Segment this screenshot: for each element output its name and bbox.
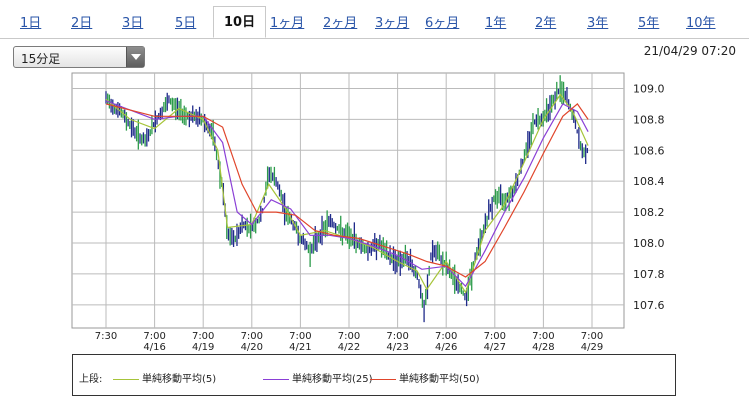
tab-5[interactable]: 1ヶ月 [270, 16, 305, 31]
x-tick-label: 7:00 [435, 331, 457, 342]
y-tick-label: 107.6 [633, 299, 665, 312]
x-tick-label-date: 4/26 [435, 342, 457, 353]
x-tick-label: 7:30 [95, 331, 117, 342]
series-line-2 [105, 103, 589, 278]
legend-item-sma5: 単純移動平均(5) [113, 370, 216, 385]
x-tick-label-date: 4/20 [241, 342, 263, 353]
legend-swatch-sma50 [370, 378, 396, 380]
x-tick-label: 7:00 [386, 331, 408, 342]
x-tick-label-date: 4/19 [192, 342, 214, 353]
tab-8[interactable]: 6ヶ月 [425, 16, 460, 31]
x-tick-label: 7:00 [192, 331, 214, 342]
tab-11[interactable]: 3年 [587, 16, 609, 31]
interval-select-value: 15分足 [21, 52, 61, 66]
period-tabs: 1日 2日 3日 5日 10日 1ヶ月 2ヶ月 3ヶ月 6ヶ月 1年 2年 3年 5年 10年 [0, 0, 749, 39]
tab-3[interactable]: 5日 [175, 16, 197, 31]
series-line-0 [105, 93, 589, 294]
tab-0[interactable]: 1日 [20, 16, 42, 31]
x-tick-label: 7:00 [532, 331, 554, 342]
chart-legend: 上段: 単純移動平均(5) 単純移動平均(25) 単純移動平均(50) [72, 354, 676, 396]
x-tick-label: 7:00 [241, 331, 263, 342]
x-tick-label: 7:00 [143, 331, 165, 342]
y-tick-label: 107.8 [633, 268, 665, 281]
y-tick-label: 108.6 [633, 144, 665, 157]
interval-select[interactable]: 15分足 [13, 46, 145, 68]
chevron-down-icon[interactable] [126, 47, 144, 67]
x-tick-label: 7:00 [581, 331, 603, 342]
legend-item-sma50-label: 単純移動平均(50) [399, 374, 480, 385]
x-tick-label-date: 4/27 [484, 342, 506, 353]
legend-item-sma25: 単純移動平均(25) [263, 370, 373, 385]
legend-item-sma25-label: 単純移動平均(25) [292, 374, 373, 385]
plot-area [71, 72, 625, 329]
tab-12[interactable]: 5年 [638, 16, 660, 31]
tab-4[interactable]: 10日 [213, 6, 267, 38]
tab-13[interactable]: 10年 [686, 16, 716, 31]
legend-item-sma50: 単純移動平均(50) [370, 370, 480, 385]
tab-10[interactable]: 2年 [535, 16, 557, 31]
x-tick-label-date: 4/16 [143, 342, 165, 353]
timestamp: 21/04/29 07:20 [643, 44, 736, 58]
x-tick-label: 7:00 [289, 331, 311, 342]
x-tick-label-date: 4/22 [338, 342, 360, 353]
legend-swatch-sma5 [113, 378, 139, 380]
x-tick-label-date: 4/21 [289, 342, 311, 353]
y-tick-label: 108.2 [633, 206, 665, 219]
x-tick-label-date: 4/28 [532, 342, 554, 353]
legend-item-sma5-label: 単純移動平均(5) [142, 374, 217, 385]
y-tick-label: 108.0 [633, 237, 665, 250]
legend-label: 上段: [79, 374, 103, 385]
y-tick-label: 108.8 [633, 113, 665, 126]
tab-2[interactable]: 3日 [122, 16, 144, 31]
legend-swatch-sma25 [263, 378, 289, 380]
x-tick-label: 7:00 [338, 331, 360, 342]
x-tick-label: 7:00 [484, 331, 506, 342]
tab-7[interactable]: 3ヶ月 [375, 16, 410, 31]
tab-6[interactable]: 2ヶ月 [323, 16, 358, 31]
y-tick-label: 109.0 [633, 82, 665, 95]
tab-9[interactable]: 1年 [485, 16, 507, 31]
x-tick-label-date: 4/29 [581, 342, 603, 353]
x-tick-label-date: 4/23 [386, 342, 408, 353]
tab-1[interactable]: 2日 [71, 16, 93, 31]
y-tick-label: 108.4 [633, 175, 665, 188]
